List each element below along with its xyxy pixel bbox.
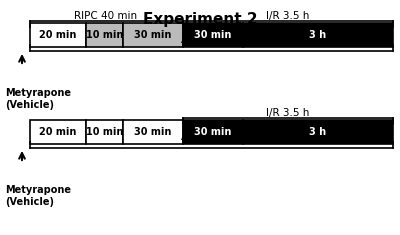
Text: 3 h: 3 h [310, 30, 326, 40]
Text: 20 min: 20 min [39, 30, 77, 40]
Text: 30 min: 30 min [134, 127, 172, 137]
Bar [30, 120, 86, 144]
Text: Metyrapone
(Vehicle): Metyrapone (Vehicle) [5, 88, 71, 110]
Bar [183, 120, 243, 144]
Text: 10 min: 10 min [86, 127, 123, 137]
Text: Anesthesia: Anesthesia [181, 132, 239, 142]
Text: I/R 3.5 h: I/R 3.5 h [266, 11, 310, 21]
Text: Anesthesia: Anesthesia [181, 35, 239, 45]
Text: 30 min: 30 min [194, 127, 232, 137]
Bar [123, 120, 183, 144]
Bar [86, 23, 123, 47]
Text: 30 min: 30 min [134, 30, 172, 40]
Bar [243, 23, 393, 47]
Text: 20 min: 20 min [39, 127, 77, 137]
Text: 10 min: 10 min [86, 30, 123, 40]
Text: Metyrapone
(Vehicle): Metyrapone (Vehicle) [5, 185, 71, 208]
Bar [183, 23, 243, 47]
Text: RIPC 40 min: RIPC 40 min [74, 11, 138, 21]
Text: I/R 3.5 h: I/R 3.5 h [266, 108, 310, 118]
Bar [86, 120, 123, 144]
Bar [243, 120, 393, 144]
Bar [123, 23, 183, 47]
Text: Experiment 2: Experiment 2 [143, 12, 257, 27]
Bar [30, 23, 86, 47]
Text: 3 h: 3 h [310, 127, 326, 137]
Text: 30 min: 30 min [194, 30, 232, 40]
